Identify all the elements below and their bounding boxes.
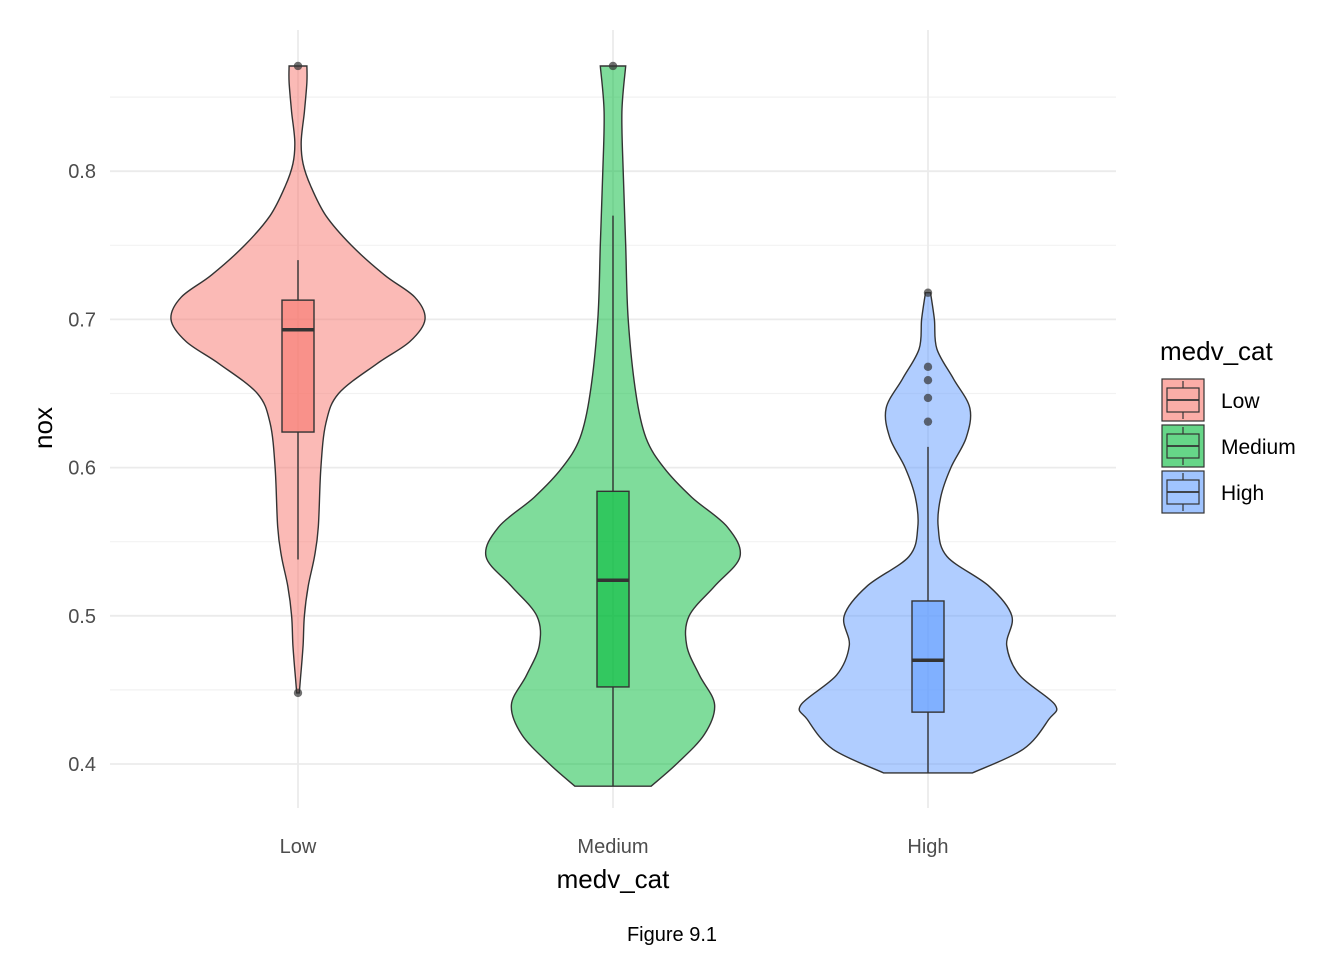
y-tick-label: 0.7 bbox=[68, 309, 96, 331]
outlier-point bbox=[293, 61, 303, 71]
y-tick-label: 0.4 bbox=[68, 754, 96, 776]
boxplots bbox=[281, 215, 945, 787]
y-tick-label: 0.8 bbox=[68, 161, 96, 183]
outlier-point bbox=[923, 417, 933, 426]
figure-caption: Figure 9.1 bbox=[627, 924, 717, 946]
x-tick-label: Medium bbox=[577, 836, 648, 858]
legend: medv_cat Low Medium High bbox=[1160, 336, 1296, 514]
legend-items: Low Medium High bbox=[1161, 378, 1296, 514]
x-tick-label: High bbox=[907, 836, 948, 858]
outlier-point bbox=[608, 61, 618, 71]
legend-title: medv_cat bbox=[1160, 336, 1273, 366]
outlier-point bbox=[923, 375, 933, 385]
box-iqr bbox=[596, 490, 630, 688]
x-axis-title: medv_cat bbox=[557, 864, 670, 894]
legend-label-medium: Medium bbox=[1221, 436, 1296, 459]
x-tick-label: Low bbox=[280, 836, 317, 858]
y-axis-title: nox bbox=[28, 407, 58, 449]
x-axis-ticks: Low Medium High bbox=[280, 836, 949, 858]
box-iqr bbox=[911, 600, 945, 713]
y-tick-label: 0.5 bbox=[68, 606, 96, 628]
outlier-point bbox=[923, 393, 933, 403]
legend-label-low: Low bbox=[1221, 390, 1260, 413]
legend-label-high: High bbox=[1221, 482, 1264, 505]
outlier-point bbox=[923, 362, 933, 372]
y-tick-label: 0.6 bbox=[68, 458, 96, 480]
outlier-points bbox=[293, 61, 933, 698]
y-axis-ticks: 0.4 0.5 0.6 0.7 0.8 bbox=[68, 161, 96, 776]
outlier-point bbox=[293, 688, 303, 698]
box-iqr bbox=[281, 299, 315, 433]
outlier-point bbox=[923, 288, 933, 297]
